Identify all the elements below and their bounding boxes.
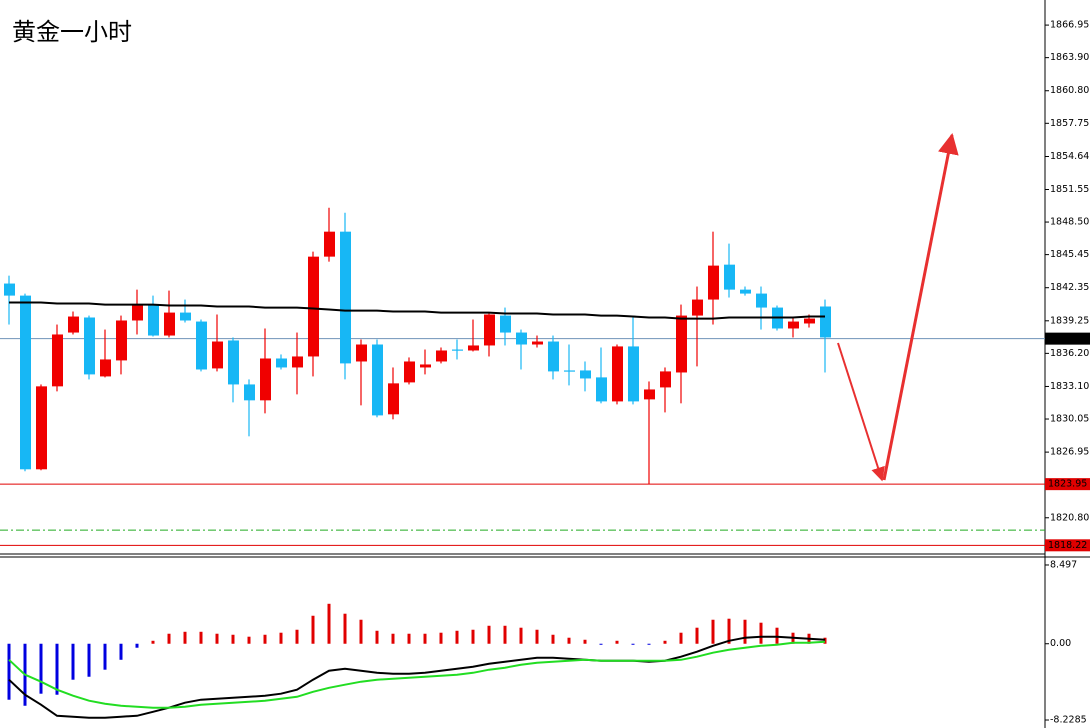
y-tick-label: 1863.90 [1050, 52, 1089, 63]
signal-line [8, 635, 826, 719]
price-label: 1823.95 [1048, 479, 1087, 490]
y-tick-label: 1830.05 [1050, 414, 1089, 425]
candle-body [468, 345, 479, 351]
candle-body [36, 386, 47, 470]
y-tick-label: 1833.10 [1050, 381, 1089, 392]
candle-body [612, 346, 623, 402]
price-label: 1837.58 [1048, 333, 1087, 344]
candle-body [516, 332, 527, 345]
candle-body [164, 312, 175, 336]
y-tick-label: 1820.80 [1050, 512, 1089, 523]
candle-body [324, 231, 335, 257]
candle-body [196, 321, 207, 370]
y-tick-label: 1851.55 [1050, 184, 1089, 195]
chart-title: 黄金一小时 [12, 18, 132, 46]
candle-body [804, 318, 815, 324]
candle-body [308, 256, 319, 357]
candle-body [212, 341, 223, 369]
candle-body [676, 315, 687, 373]
y-tick-label: 1857.75 [1050, 118, 1089, 129]
moving-average [9, 301, 825, 320]
y-tick-label: 1826.95 [1050, 447, 1089, 458]
candle-body [388, 383, 399, 415]
candle-body [404, 361, 415, 383]
y-tick-label: 1836.20 [1050, 348, 1089, 359]
candle-body [180, 312, 191, 321]
candle-body [4, 283, 15, 296]
candle-body [532, 341, 543, 345]
signal-line [8, 640, 826, 709]
candle-body [708, 265, 719, 300]
arrow-down [837, 342, 885, 482]
candle-body [260, 358, 271, 401]
candle-body [372, 344, 383, 416]
candle-body [52, 334, 63, 387]
candle-body [340, 231, 351, 364]
candle-body [68, 316, 79, 333]
candle-body [644, 389, 655, 400]
candle-body [84, 317, 95, 375]
y-tick-label: 1842.35 [1050, 282, 1089, 293]
candle-body [788, 321, 799, 329]
price-label-box [1045, 332, 1090, 345]
candle-body [100, 359, 111, 377]
candle-body [148, 304, 159, 336]
candle-body [692, 299, 703, 316]
candle-body [228, 340, 239, 385]
y-tick-label: 1854.64 [1050, 151, 1089, 162]
y-tick-label: 0.00 [1050, 638, 1071, 649]
candle-body [452, 349, 463, 351]
candle-body [580, 370, 591, 379]
price-label-box [1045, 539, 1090, 552]
candle-body [500, 315, 511, 333]
candle-body [756, 293, 767, 308]
candle-body [292, 356, 303, 368]
candle-body [548, 341, 559, 372]
y-tick-label: 1845.45 [1050, 249, 1089, 260]
price-label-box [1045, 478, 1090, 491]
y-tick-label: 1860.80 [1050, 85, 1089, 96]
candle-body [420, 364, 431, 368]
y-tick-label: -8.2285 [1050, 715, 1087, 726]
y-tick-label: 8.497 [1050, 559, 1077, 570]
y-tick-label: 1839.25 [1050, 315, 1089, 326]
candle-body [276, 358, 287, 368]
candle-body [244, 384, 255, 401]
candle-body [356, 344, 367, 362]
candle-body [724, 264, 735, 290]
candle-body [596, 377, 607, 402]
candle-body [436, 350, 447, 362]
candle-body [20, 295, 31, 470]
candle-body [116, 320, 127, 361]
candle-body [740, 289, 751, 294]
y-tick-label: 1866.95 [1050, 20, 1089, 31]
candle-body [484, 314, 495, 346]
candle-body [132, 304, 143, 321]
candle-body [820, 306, 831, 338]
candle-body [564, 370, 575, 372]
candle-body [660, 371, 671, 388]
y-tick-label: 1848.50 [1050, 217, 1089, 228]
arrow-up [882, 132, 959, 481]
price-label: 1818.22 [1048, 540, 1087, 551]
candle-body [628, 346, 639, 402]
